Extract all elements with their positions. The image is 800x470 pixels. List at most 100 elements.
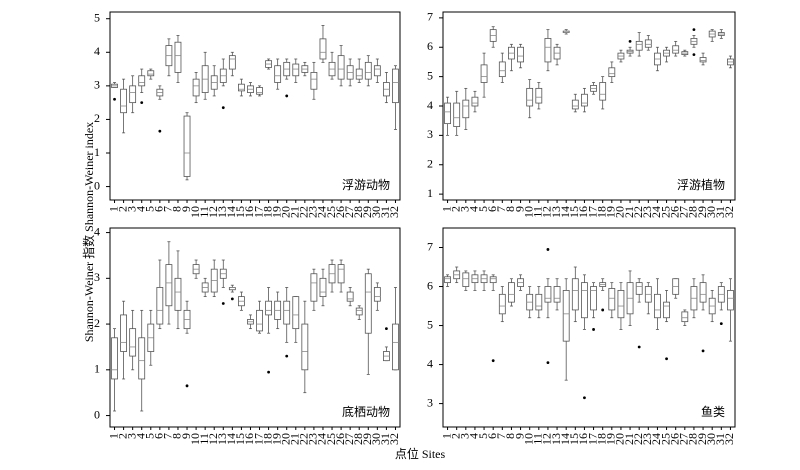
outlier xyxy=(692,28,696,32)
x-tick-label: 29 xyxy=(695,433,709,445)
y-tick-label: 4 xyxy=(427,98,433,112)
plot-frame xyxy=(109,11,401,201)
x-tick-label: 12 xyxy=(540,433,554,445)
y-tick-label: 5 xyxy=(427,68,433,82)
x-tick-label: 11 xyxy=(531,206,545,218)
x-tick-label: 2 xyxy=(448,206,462,212)
x-tick-label: 5 xyxy=(476,433,490,439)
box xyxy=(489,276,497,284)
box xyxy=(444,276,451,284)
outlier xyxy=(637,345,641,349)
x-tick-label: 6 xyxy=(152,206,166,212)
outlier xyxy=(230,297,234,301)
x-tick-label: 4 xyxy=(133,206,147,212)
outlier xyxy=(185,384,189,388)
panel-label: 浮游植物 xyxy=(677,177,725,192)
x-tick-label: 31 xyxy=(378,433,392,445)
x-tick-label: 18 xyxy=(260,433,274,445)
box xyxy=(590,286,597,311)
x-tick-label: 3 xyxy=(458,433,472,439)
x-tick-label: 7 xyxy=(161,433,175,439)
box xyxy=(120,88,127,114)
outlier xyxy=(692,53,696,56)
box xyxy=(663,301,670,319)
x-tick-label: 19 xyxy=(269,206,283,218)
box xyxy=(355,307,363,316)
y-tick-label: 5 xyxy=(427,317,433,331)
x-tick-label: 18 xyxy=(594,433,608,445)
box xyxy=(337,55,345,80)
x-tick-label: 16 xyxy=(576,206,590,218)
box xyxy=(174,277,182,311)
box xyxy=(608,67,616,78)
x-tick-label: 2 xyxy=(115,206,129,212)
x-tick-label: 3 xyxy=(124,433,138,439)
x-tick-label: 28 xyxy=(686,433,700,445)
x-tick-label: 16 xyxy=(242,206,256,218)
x-tick-label: 22 xyxy=(297,433,311,445)
x-tick-label: 9 xyxy=(512,206,526,212)
x-tick-label: 14 xyxy=(224,433,238,445)
x-tick-label: 20 xyxy=(278,206,292,218)
x-tick-label: 25 xyxy=(324,433,338,445)
x-tick-label: 10 xyxy=(521,206,535,218)
box xyxy=(462,99,470,119)
x-tick-label: 20 xyxy=(278,433,292,445)
x-tick-label: 3 xyxy=(124,206,138,212)
box xyxy=(517,46,524,63)
x-tick-label: 27 xyxy=(677,206,691,218)
box xyxy=(571,278,579,311)
x-tick-label: 23 xyxy=(306,433,320,445)
box xyxy=(129,85,137,104)
x-tick-label: 30 xyxy=(704,206,718,218)
y-tick-label: 3 xyxy=(94,78,100,92)
box xyxy=(192,78,200,97)
x-tick-label: 21 xyxy=(288,433,302,445)
x-axis-label: 点位 Sites xyxy=(395,446,446,461)
box xyxy=(599,82,607,101)
x-tick-label: 15 xyxy=(567,206,581,218)
x-tick-label: 11 xyxy=(531,433,545,445)
outlier xyxy=(158,129,162,133)
box xyxy=(174,41,182,73)
x-tick-label: 9 xyxy=(179,206,193,212)
x-tick-label: 18 xyxy=(594,206,608,218)
box xyxy=(535,293,543,311)
x-tick-label: 26 xyxy=(667,433,681,445)
x-tick-label: 9 xyxy=(512,433,526,439)
box xyxy=(635,40,643,51)
x-tick-label: 30 xyxy=(704,433,718,445)
box xyxy=(617,290,625,319)
x-tick-label: 24 xyxy=(315,206,329,218)
y-tick-label: 1 xyxy=(94,145,100,159)
x-tick-label: 32 xyxy=(722,206,736,218)
outlier xyxy=(221,106,225,110)
x-tick-label: 8 xyxy=(170,433,184,439)
box xyxy=(183,115,191,177)
box xyxy=(498,293,506,315)
x-tick-label: 19 xyxy=(269,433,283,445)
x-tick-label: 23 xyxy=(306,206,320,218)
x-tick-label: 21 xyxy=(622,206,636,218)
y-tick-label: 0 xyxy=(94,178,100,192)
x-tick-label: 15 xyxy=(233,206,247,218)
x-tick-label: 2 xyxy=(115,433,129,439)
y-tick-label: 2 xyxy=(427,157,433,171)
x-tick-label: 1 xyxy=(106,433,120,439)
x-tick-label: 14 xyxy=(558,433,572,445)
box xyxy=(526,87,534,107)
x-tick-label: 7 xyxy=(494,206,508,212)
outlier xyxy=(546,361,550,365)
panel-label: 浮游动物 xyxy=(342,178,390,192)
x-tick-label: 4 xyxy=(467,206,481,212)
box xyxy=(256,309,263,332)
box xyxy=(444,102,451,125)
x-tick-label: 28 xyxy=(351,206,365,218)
y-tick-label: 6 xyxy=(427,39,433,53)
box xyxy=(337,264,345,284)
box xyxy=(608,288,616,311)
outlier xyxy=(285,94,289,98)
x-tick-label: 17 xyxy=(585,206,599,218)
x-tick-label: 31 xyxy=(713,206,727,218)
x-tick-label: 19 xyxy=(604,206,618,218)
